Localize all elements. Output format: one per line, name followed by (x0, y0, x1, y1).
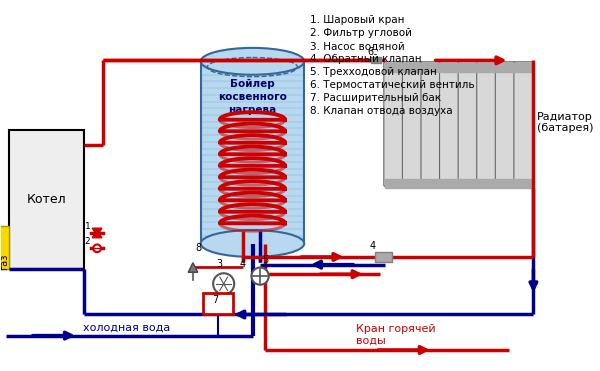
Bar (9, 130, 83, 269)
Text: 5. Трехходовой клапан: 5. Трехходовой клапан (310, 67, 437, 77)
Bar (200, 61, 304, 243)
Text: 1: 1 (85, 222, 91, 231)
Bar (371, 58, 381, 63)
Circle shape (213, 273, 234, 294)
Text: 4: 4 (240, 259, 246, 269)
Text: 2. Фильтр угловой: 2. Фильтр угловой (310, 28, 412, 38)
Text: 3. Насос водяной: 3. Насос водяной (310, 41, 405, 51)
Bar (385, 179, 533, 188)
FancyBboxPatch shape (440, 62, 460, 187)
Bar (375, 252, 392, 262)
Text: газ: газ (0, 253, 9, 270)
FancyBboxPatch shape (458, 62, 479, 187)
Text: 4. Обратный клапан: 4. Обратный клапан (310, 54, 422, 64)
Text: 6: 6 (368, 47, 374, 57)
FancyBboxPatch shape (495, 62, 516, 187)
Text: 5: 5 (262, 255, 268, 265)
Text: холодная вода: холодная вода (83, 323, 170, 333)
Circle shape (93, 244, 101, 252)
Text: 8. Клапан отвода воздуха: 8. Клапан отвода воздуха (310, 106, 452, 116)
Text: 3: 3 (216, 259, 222, 269)
FancyBboxPatch shape (514, 62, 535, 187)
Polygon shape (92, 228, 102, 236)
Bar (203, 293, 233, 315)
Text: Котел: Котел (26, 193, 66, 206)
Polygon shape (188, 263, 198, 272)
Text: 8: 8 (196, 243, 202, 253)
Text: 7. Расширительный бак: 7. Расширительный бак (310, 93, 441, 103)
Text: Радиатор
(батарея): Радиатор (батарея) (537, 112, 594, 134)
Text: Бойлер
косвенного
нагрева: Бойлер косвенного нагрева (218, 79, 287, 115)
FancyBboxPatch shape (384, 62, 404, 187)
Text: 1. Шаровый кран: 1. Шаровый кран (310, 15, 404, 25)
Bar (385, 63, 533, 72)
Text: 2: 2 (85, 237, 90, 246)
FancyBboxPatch shape (403, 62, 423, 187)
Ellipse shape (200, 230, 304, 257)
Text: 7: 7 (212, 295, 218, 305)
Circle shape (251, 267, 269, 285)
FancyBboxPatch shape (477, 62, 497, 187)
Polygon shape (92, 230, 102, 238)
Bar (0, 226, 9, 269)
Text: Кран горячей
воды: Кран горячей воды (356, 324, 436, 345)
FancyBboxPatch shape (421, 62, 442, 187)
Text: 4: 4 (370, 241, 376, 251)
Ellipse shape (200, 48, 304, 75)
Text: 6. Термостатический вентиль: 6. Термостатический вентиль (310, 80, 475, 90)
